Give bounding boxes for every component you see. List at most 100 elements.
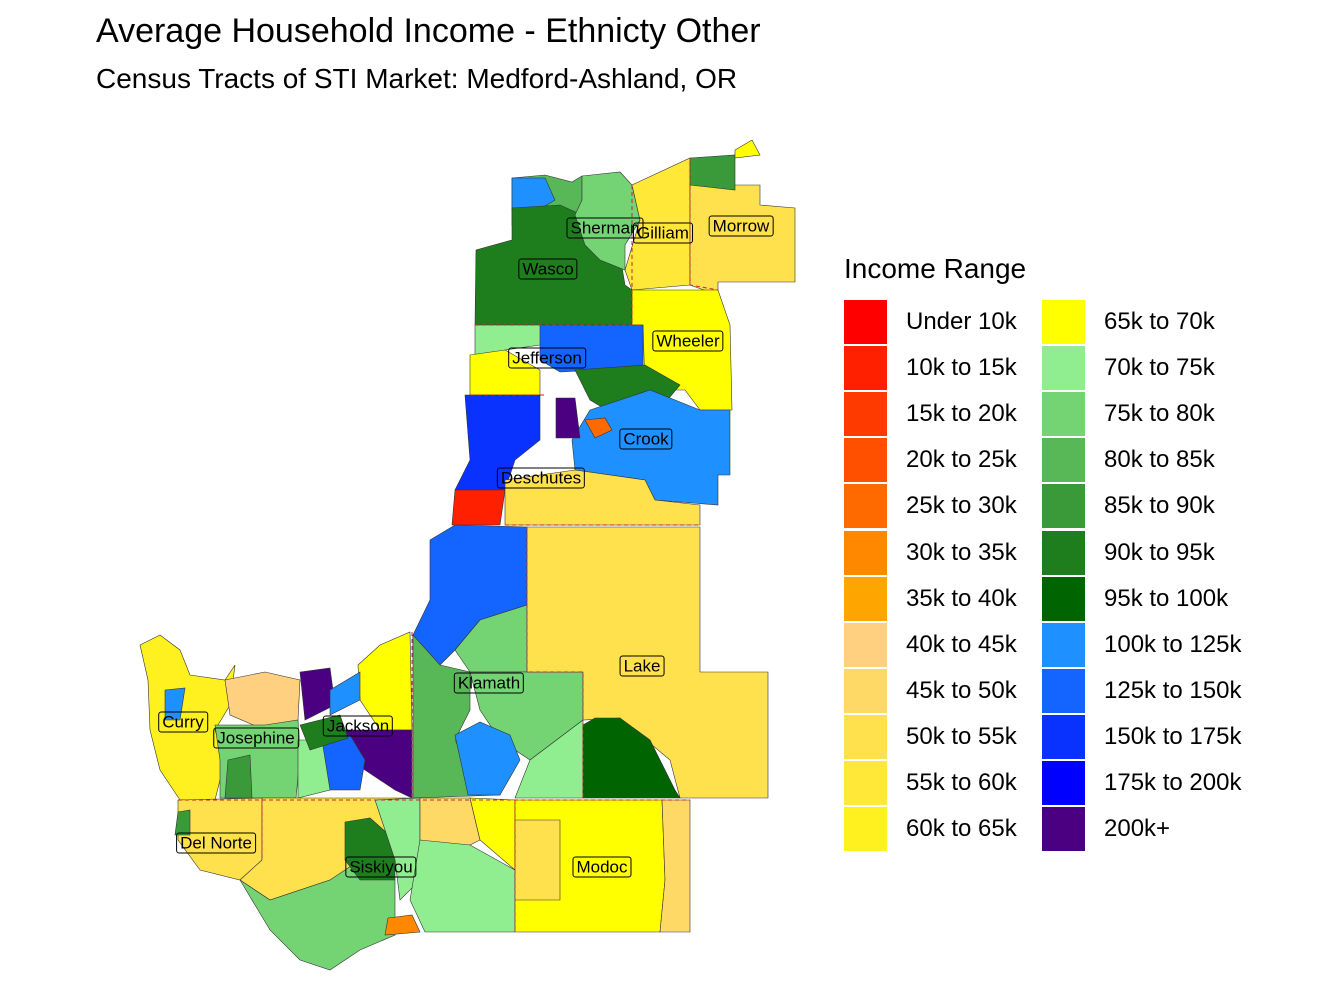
legend-swatch [844, 300, 887, 344]
legend-item: 50k to 55k [844, 714, 1017, 759]
tract [734, 139, 761, 159]
legend-item: 100k to 125k [1042, 622, 1242, 667]
legend-swatch [1042, 346, 1085, 391]
legend-item: 95k to 100k [1042, 576, 1229, 621]
legend-label: 95k to 100k [1104, 584, 1229, 612]
legend-item: 10k to 15k [844, 346, 1017, 391]
legend-label: 200k+ [1104, 815, 1171, 843]
legend-label: 55k to 60k [906, 769, 1017, 796]
tract [384, 914, 421, 936]
tract [469, 349, 541, 396]
legend-item: 25k to 30k [844, 484, 1017, 529]
legend-label: 60k to 65k [906, 815, 1017, 843]
legend-item: 175k to 200k [1042, 761, 1241, 805]
legend-item: 40k to 45k [844, 622, 1017, 667]
legend-item: 200k+ [1042, 807, 1171, 852]
legend-swatch [1042, 714, 1085, 759]
tract [174, 809, 191, 836]
tract [329, 671, 361, 716]
legend-item: 30k to 35k [844, 530, 1017, 575]
legend-swatch [1042, 438, 1085, 483]
county-label-wasco: Wasco [518, 258, 578, 280]
tract [584, 417, 613, 439]
legend-swatch [844, 668, 887, 713]
legend-swatch [844, 484, 887, 529]
tract [454, 721, 521, 796]
legend-label: 20k to 25k [906, 446, 1017, 474]
legend-item: Under 10k [844, 300, 1017, 344]
county-label-lake: Lake [619, 655, 665, 677]
legend-label: 15k to 20k [906, 400, 1017, 428]
tract [299, 714, 349, 751]
legend-label: 150k to 175k [1104, 722, 1242, 750]
county-label-josephine: Josephine [213, 727, 299, 749]
legend-swatch [844, 807, 887, 852]
legend-swatch [1042, 392, 1085, 437]
legend-label: 65k to 70k [1104, 308, 1215, 335]
legend-label: 125k to 150k [1104, 676, 1242, 704]
county-label-gilliam: Gilliam [633, 222, 693, 244]
legend-item: 20k to 25k [844, 438, 1017, 483]
legend-label: 25k to 30k [906, 492, 1017, 520]
county-label-morrow: Morrow [708, 215, 774, 237]
legend-swatch [1042, 300, 1085, 344]
legend-label: 40k to 45k [906, 630, 1017, 658]
legend-label: 30k to 35k [906, 538, 1017, 566]
county-label-del-norte: Del Norte [176, 832, 256, 854]
legend-item: 150k to 175k [1042, 714, 1242, 759]
map-title: Average Household Income - Ethnicty Othe… [96, 12, 761, 50]
tract [689, 184, 796, 296]
legend-title: Income Range [844, 253, 1027, 284]
legend-label: Under 10k [906, 308, 1017, 335]
tract [504, 469, 701, 526]
map-subtitle: Census Tracts of STI Market: Medford-Ash… [96, 63, 738, 94]
county-label-klamath: Klamath [453, 672, 525, 694]
legend-label: 10k to 15k [906, 354, 1017, 382]
tract [514, 819, 561, 901]
tract [582, 717, 681, 799]
county-label-siskiyou: Siskiyou [345, 856, 417, 878]
tract [555, 397, 581, 439]
legend-item: 15k to 20k [844, 392, 1017, 437]
legend-swatch [844, 346, 887, 391]
county-label-wheeler: Wheeler [652, 330, 724, 352]
tract [689, 154, 736, 191]
legend-item: 65k to 70k [1042, 300, 1215, 344]
legend-swatch [1042, 530, 1085, 575]
legend-swatch [1042, 484, 1085, 529]
county-label-sherman: Sherman [566, 217, 644, 239]
legend-item: 125k to 150k [1042, 668, 1242, 713]
county-label-crook: Crook [619, 428, 673, 450]
legend-swatch [844, 761, 887, 805]
legend-item: 70k to 75k [1042, 346, 1215, 391]
legend-item: 85k to 90k [1042, 484, 1215, 529]
legend-swatch [1042, 576, 1085, 621]
county-label-curry: Curry [158, 711, 208, 733]
tract [239, 859, 396, 971]
legend-item: 45k to 50k [844, 668, 1017, 713]
tract [454, 394, 541, 491]
county-label-modoc: Modoc [572, 856, 632, 878]
tract [374, 797, 421, 901]
legend-label: 100k to 125k [1104, 630, 1242, 658]
legend-item: 55k to 60k [844, 761, 1017, 805]
legend-label: 70k to 75k [1104, 354, 1215, 382]
tract [659, 799, 691, 933]
legend-swatch [1042, 668, 1085, 713]
county-label-jackson: Jackson [322, 715, 394, 737]
county-label-jefferson: Jefferson [508, 347, 586, 369]
legend-label: 80k to 85k [1104, 446, 1215, 474]
legend-item: 35k to 40k [844, 576, 1017, 621]
legend-swatch [844, 530, 887, 575]
tract [344, 817, 396, 881]
legend-swatch [844, 438, 887, 483]
tract [571, 389, 731, 506]
legend-label: 45k to 50k [906, 676, 1017, 704]
legend-swatch [1042, 622, 1085, 667]
legend-item: 90k to 95k [1042, 530, 1215, 575]
legend-swatch [1042, 807, 1085, 852]
legend-label: 85k to 90k [1104, 492, 1215, 520]
tract [451, 489, 506, 526]
legend-label: 175k to 200k [1104, 769, 1242, 796]
tract [224, 754, 253, 799]
